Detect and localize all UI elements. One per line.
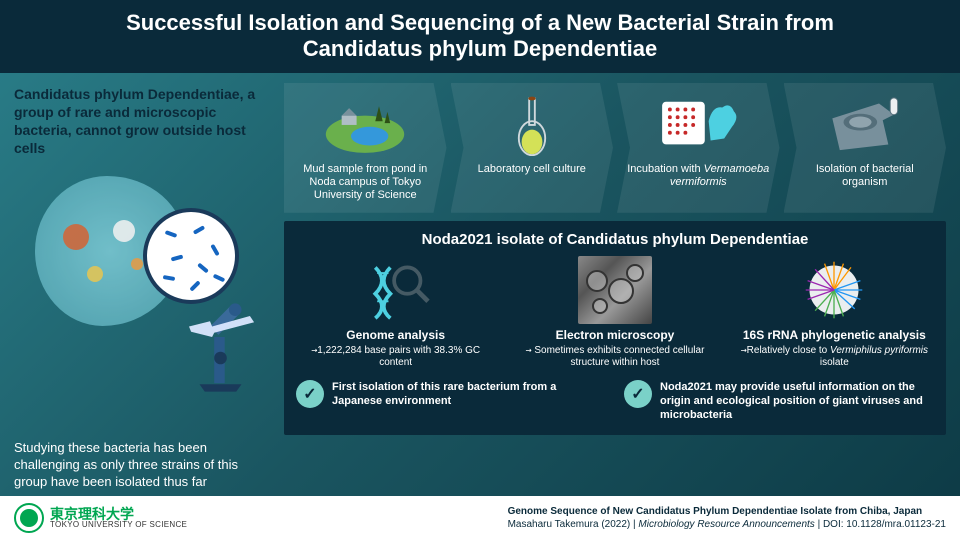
centrifuge-icon	[788, 89, 943, 159]
header-banner: Successful Isolation and Sequencing of a…	[0, 0, 960, 73]
logo-text-en: TOKYO UNIVERSITY OF SCIENCE	[50, 521, 187, 529]
step-mud-sample: Mud sample from pond in Noda campus of T…	[284, 83, 447, 213]
pond-icon	[288, 89, 443, 159]
right-column: Mud sample from pond in Noda campus of T…	[280, 73, 960, 501]
logo-mark-icon	[14, 503, 44, 533]
isolate-box: Noda2021 isolate of Candidatus phylum De…	[284, 221, 946, 435]
analysis-title: Genome analysis	[296, 328, 495, 342]
left-column: Candidatus phylum Dependentiae, a group …	[0, 73, 280, 501]
key-findings: ✓ First isolation of this rare bacterium…	[296, 380, 934, 423]
checkmark-icon: ✓	[296, 380, 324, 408]
title-line-2: Candidatus phylum Dependentiae	[303, 36, 658, 61]
organelle-icon	[113, 220, 135, 242]
university-logo: 東京理科大学 TOKYO UNIVERSITY OF SCIENCE	[14, 503, 187, 533]
box-title: Noda2021 isolate of Candidatus phylum De…	[296, 231, 934, 248]
step-caption: Isolation of bacterial organism	[788, 163, 943, 189]
flask-icon	[455, 89, 610, 159]
step-incubation: Incubation with Vermamoeba vermiformis	[617, 83, 780, 213]
analysis-detail: → Sometimes exhibits connected cellular …	[515, 345, 714, 370]
finding-item: ✓ Noda2021 may provide useful informatio…	[624, 380, 934, 423]
step-cell-culture: Laboratory cell culture	[451, 83, 614, 213]
step-caption: Mud sample from pond in Noda campus of T…	[288, 163, 443, 203]
analysis-detail: →Relatively close to Vermiphilus pyrifor…	[735, 345, 934, 370]
finding-item: ✓ First isolation of this rare bacterium…	[296, 380, 606, 423]
dna-magnifier-icon	[296, 256, 495, 324]
workflow-steps: Mud sample from pond in Noda campus of T…	[284, 83, 946, 213]
analysis-title: Electron microscopy	[515, 328, 714, 342]
finding-text: First isolation of this rare bacterium f…	[332, 380, 606, 409]
challenge-note: Studying these bacteria has been challen…	[14, 440, 266, 491]
intro-text: Candidatus phylum Dependentiae, a group …	[14, 85, 266, 158]
checkmark-icon: ✓	[624, 380, 652, 408]
analysis-genome: Genome analysis →1,222,284 base pairs wi…	[296, 256, 495, 370]
logo-text-jp: 東京理科大学	[50, 507, 187, 521]
citation-title: Genome Sequence of New Candidatus Phylum…	[508, 505, 946, 518]
analysis-title: 16S rRNA phylogenetic analysis	[735, 328, 934, 342]
finding-text: Noda2021 may provide useful information …	[660, 380, 934, 423]
plate-glove-icon	[621, 89, 776, 159]
organelle-icon	[63, 224, 89, 250]
main-content: Candidatus phylum Dependentiae, a group …	[0, 73, 960, 501]
analyses-row: Genome analysis →1,222,284 base pairs wi…	[296, 256, 934, 370]
analysis-detail: →1,222,284 base pairs with 38.3% GC cont…	[296, 345, 495, 370]
electron-micrograph-icon	[515, 256, 714, 324]
citation-details: Masaharu Takemura (2022) | Microbiology …	[508, 518, 946, 531]
page-title: Successful Isolation and Sequencing of a…	[20, 10, 940, 63]
citation: Genome Sequence of New Candidatus Phylum…	[508, 505, 946, 531]
cell-illustration	[35, 166, 245, 376]
microscope-icon	[168, 295, 273, 400]
organelle-icon	[87, 266, 103, 282]
step-caption: Laboratory cell culture	[472, 163, 592, 176]
footer-bar: 東京理科大学 TOKYO UNIVERSITY OF SCIENCE Genom…	[0, 496, 960, 540]
step-isolation: Isolation of bacterial organism	[784, 83, 947, 213]
magnified-bacteria-icon	[143, 208, 239, 304]
organelle-icon	[131, 258, 143, 270]
analysis-em: Electron microscopy → Sometimes exhibits…	[515, 256, 714, 370]
title-line-1: Successful Isolation and Sequencing of a…	[126, 10, 834, 35]
phylogenetic-circle-icon	[735, 256, 934, 324]
analysis-phylo: 16S rRNA phylogenetic analysis →Relative…	[735, 256, 934, 370]
step-caption: Incubation with Vermamoeba vermiformis	[621, 163, 776, 189]
